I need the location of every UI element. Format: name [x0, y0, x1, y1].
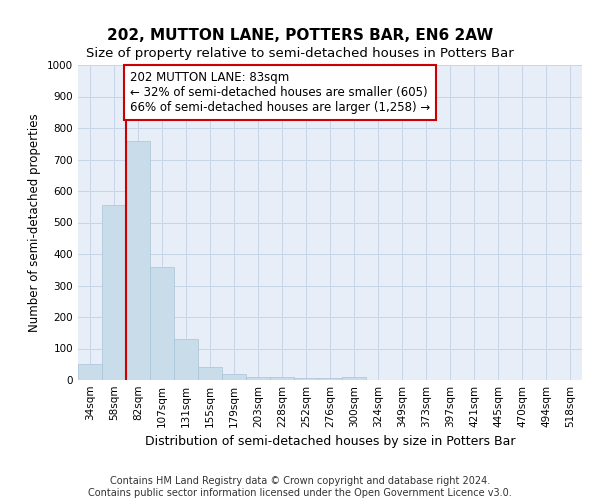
Text: Contains HM Land Registry data © Crown copyright and database right 2024.
Contai: Contains HM Land Registry data © Crown c… [88, 476, 512, 498]
Bar [318, 378, 342, 380]
Bar [174, 339, 198, 380]
Bar [246, 377, 270, 380]
Text: Size of property relative to semi-detached houses in Potters Bar: Size of property relative to semi-detach… [86, 48, 514, 60]
Bar [342, 377, 366, 380]
Bar [294, 378, 318, 380]
Text: 202 MUTTON LANE: 83sqm
← 32% of semi-detached houses are smaller (605)
66% of se: 202 MUTTON LANE: 83sqm ← 32% of semi-det… [130, 72, 430, 114]
Bar [150, 266, 174, 380]
Bar [270, 378, 294, 380]
Bar [102, 205, 126, 380]
Bar [222, 374, 246, 380]
Bar [126, 140, 150, 380]
Bar [78, 364, 102, 380]
Text: 202, MUTTON LANE, POTTERS BAR, EN6 2AW: 202, MUTTON LANE, POTTERS BAR, EN6 2AW [107, 28, 493, 42]
Bar [198, 368, 222, 380]
Y-axis label: Number of semi-detached properties: Number of semi-detached properties [28, 113, 41, 332]
X-axis label: Distribution of semi-detached houses by size in Potters Bar: Distribution of semi-detached houses by … [145, 436, 515, 448]
